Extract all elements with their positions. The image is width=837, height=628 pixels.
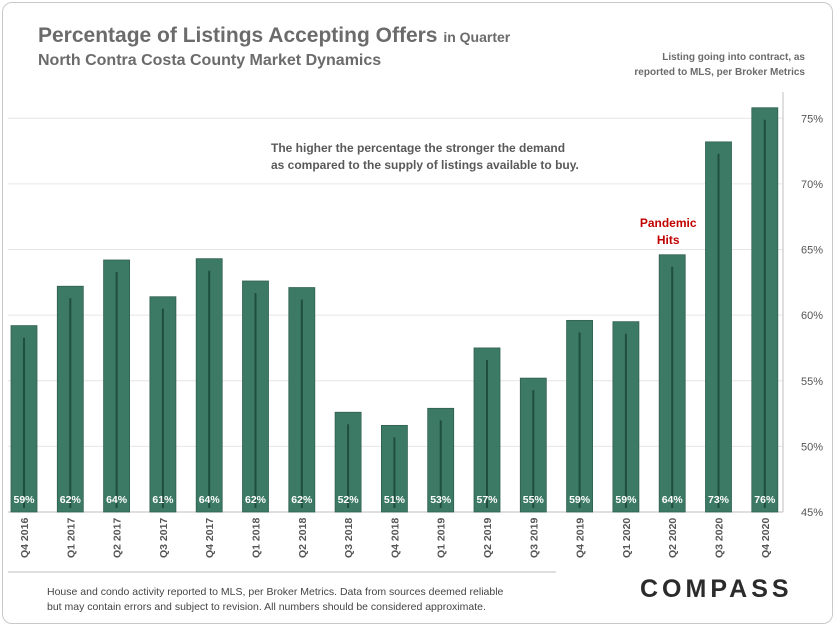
x-tick-label: Q2 2020 (667, 518, 679, 558)
demand-annotation-line-1: The higher the percentage the stronger t… (271, 141, 566, 155)
data-label: 57% (476, 494, 498, 506)
x-tick-label: Q4 2019 (575, 518, 587, 558)
pandemic-callout-line-2: Hits (657, 233, 680, 247)
data-label: 55% (523, 494, 545, 506)
footnote-line-2: but may contain errors and subject to re… (47, 601, 486, 613)
data-label: 59% (615, 494, 637, 506)
data-label: 59% (569, 494, 591, 506)
y-tick-label: 75% (801, 113, 823, 125)
x-tick-label: Q3 2020 (714, 518, 726, 558)
y-tick-label: 55% (801, 376, 823, 388)
chart-title-suffix: in Quarter (443, 29, 511, 45)
source-note: Listing going into contract, as reported… (605, 50, 805, 80)
y-tick-label: 70% (801, 179, 823, 191)
data-label: 64% (662, 494, 684, 506)
x-tick-label: Q1 2018 (251, 518, 263, 558)
chart-title-main: Percentage of Listings Accepting Offers (38, 24, 438, 47)
y-tick-label: 45% (801, 507, 823, 519)
x-tick-label: Q3 2017 (158, 518, 170, 558)
x-tick-label: Q3 2019 (528, 518, 540, 558)
data-label: 62% (245, 494, 267, 506)
data-label: 52% (338, 494, 360, 506)
y-tick-label: 50% (801, 441, 823, 453)
x-tick-label: Q3 2018 (343, 518, 355, 558)
demand-annotation: The higher the percentage the stronger t… (271, 140, 579, 174)
source-note-line-2: reported to MLS, per Broker Metrics (634, 67, 805, 78)
source-note-line-1: Listing going into contract, as (662, 52, 805, 63)
data-label: 62% (60, 494, 82, 506)
x-tick-label: Q1 2017 (65, 518, 77, 558)
data-label: 61% (152, 494, 174, 506)
data-label: 64% (199, 494, 221, 506)
pandemic-callout-line-1: Pandemic (640, 216, 697, 230)
chart-subtitle: North Contra Costa County Market Dynamic… (38, 52, 382, 69)
demand-annotation-line-2: as compared to the supply of listings av… (271, 158, 579, 172)
y-tick-label: 65% (801, 245, 823, 257)
footnote: House and condo activity reported to MLS… (47, 585, 503, 615)
x-tick-label: Q1 2020 (621, 518, 633, 558)
x-tick-label: Q2 2017 (112, 518, 124, 558)
data-label: 64% (106, 494, 128, 506)
data-label: 73% (708, 494, 730, 506)
x-tick-label: Q4 2018 (389, 518, 401, 558)
compass-logo: COMPASS (640, 575, 793, 603)
data-label: 53% (430, 494, 452, 506)
x-tick-label: Q2 2019 (482, 518, 494, 558)
x-tick-label: Q4 2020 (760, 518, 772, 558)
footnote-line-1: House and condo activity reported to MLS… (47, 586, 504, 598)
data-label: 51% (384, 494, 406, 506)
x-tick-label: Q2 2018 (297, 518, 309, 558)
data-label: 76% (754, 494, 776, 506)
y-tick-label: 60% (801, 310, 823, 322)
x-tick-label: Q4 2016 (19, 518, 31, 558)
x-tick-label: Q4 2017 (204, 518, 216, 558)
data-label: 59% (13, 494, 35, 506)
data-label: 62% (291, 494, 313, 506)
chart-title: Percentage of Listings Accepting Offers … (38, 24, 510, 48)
x-tick-label: Q1 2019 (436, 518, 448, 558)
